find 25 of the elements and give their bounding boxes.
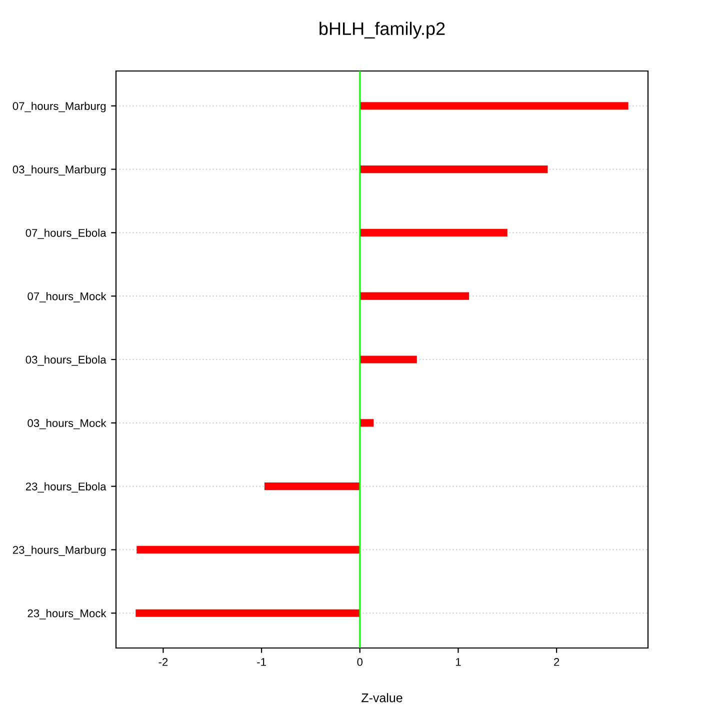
y-tick-label: 03_hours_Mock: [28, 418, 106, 430]
y-tick-label: 07_hours_Marburg: [12, 102, 106, 112]
bar: [264, 482, 360, 490]
x-axis-title: Z-value: [362, 693, 402, 702]
bar: [360, 102, 628, 110]
y-tick-label: 23_hours_Mock: [28, 609, 106, 620]
bar: [360, 165, 548, 174]
bar: [360, 228, 508, 236]
y-tick-label: 03_hours_Marburg: [12, 165, 106, 176]
x-tick-label: -1: [257, 658, 266, 666]
bar: [360, 356, 417, 364]
y-tick-label: 23_hours_Ebola: [26, 482, 106, 493]
bar: [360, 419, 374, 427]
y-tick-label: 23_hours_Marburg: [12, 546, 106, 556]
x-tick-label: 0: [357, 658, 363, 666]
bar: [136, 609, 360, 617]
y-tick-label: 07_hours_Ebola: [26, 228, 106, 239]
chart-title: bHLH_family.p2: [320, 22, 445, 39]
bar: [360, 292, 470, 300]
x-tick-label: 2: [554, 658, 560, 666]
x-tick-label: -2: [158, 658, 168, 666]
y-tick-label: 07_hours_Mock: [28, 292, 106, 302]
bar: [136, 546, 360, 554]
x-tick-label: 1: [456, 658, 461, 666]
y-tick-label: 03_hours_Ebola: [26, 355, 106, 366]
